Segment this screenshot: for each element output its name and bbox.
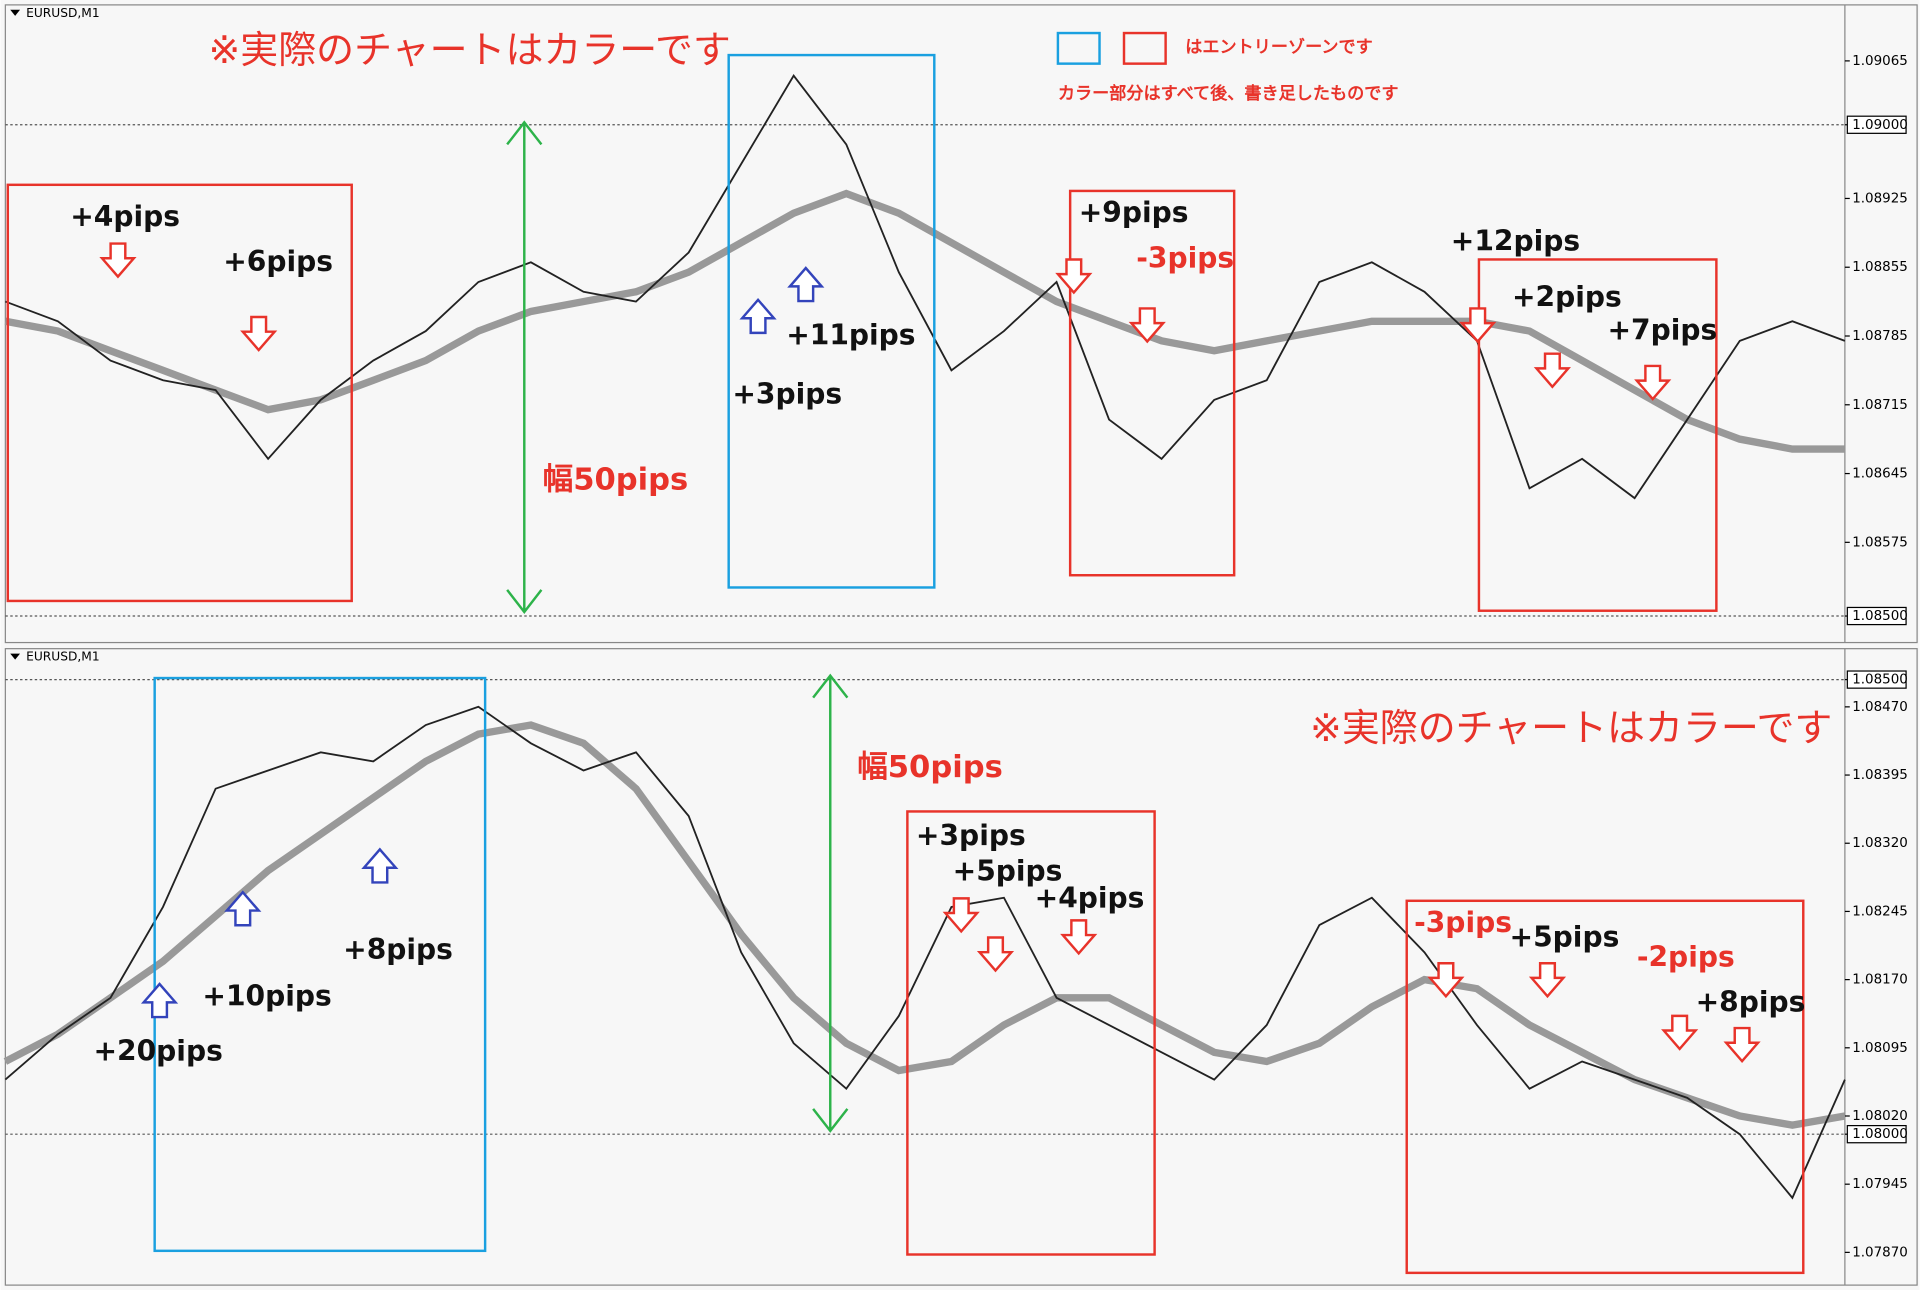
pips-label: +7pips	[1607, 314, 1717, 347]
width-arrow	[506, 120, 543, 614]
pips-label: +3pips	[732, 377, 842, 410]
price-line	[5, 74, 1846, 500]
pips-label: +5pips	[1510, 921, 1620, 954]
bottom-annotations: ※実際のチャートはカラーです 幅50pips +20pips +10pips +…	[93, 673, 1832, 1275]
pips-label: +6pips	[223, 245, 333, 278]
entry-zone	[1477, 258, 1718, 612]
pips-label: +11pips	[786, 319, 915, 352]
y-tick-label: 1.08645	[1852, 467, 1908, 482]
width-label: 幅50pips	[543, 462, 689, 497]
pips-label: +4pips	[1035, 882, 1145, 915]
menu-triangle	[10, 9, 21, 16]
y-tick-label: 1.08855	[1852, 260, 1908, 275]
width-arrow	[812, 673, 849, 1133]
pips-label: -3pips	[1414, 906, 1512, 939]
y-tick-label: 1.08470	[1852, 700, 1908, 715]
price-box	[1846, 1124, 1907, 1144]
pips-label: +3pips	[916, 819, 1026, 852]
moving-average	[4, 189, 1845, 453]
y-tick-label: 1.08095	[1852, 1041, 1908, 1056]
pips-label: +20pips	[93, 1035, 222, 1068]
y-tick-label: 1.07870	[1852, 1245, 1908, 1260]
entry-zone	[727, 53, 936, 589]
panels: EURUSD,M1 1.09065 1.09000 1.08925 1.08855 1.0…	[3, 4, 1918, 1286]
menu-triangle	[10, 653, 21, 660]
y-tick-label: 1.08575	[1852, 535, 1908, 550]
y-tick-label: 1.08715	[1852, 398, 1908, 413]
y-tick-label: 1.08245	[1852, 904, 1908, 919]
price-line	[4, 705, 1846, 1200]
symbol-label: EURUSD,M1	[26, 6, 99, 20]
pips-label: -3pips	[1136, 241, 1234, 274]
pips-label: -2pips	[1637, 940, 1735, 973]
y-tick-label: 1.09065	[1852, 54, 1908, 69]
y-tick-label: 1.08170	[1852, 973, 1908, 988]
y-tick-label: 1.08020	[1852, 1109, 1908, 1124]
pips-label: +2pips	[1512, 281, 1622, 314]
legend-text: はエントリーゾーンです	[1185, 38, 1373, 58]
y-tick-label: 1.08500	[1852, 609, 1908, 624]
panel-frame	[4, 648, 1918, 1286]
y-tick-label: 1.08925	[1852, 191, 1908, 206]
entry-zone	[6, 183, 353, 603]
entry-zone	[153, 676, 487, 1253]
legend-box	[1056, 31, 1101, 65]
price-box	[1846, 670, 1907, 689]
y-tick-label: 1.08395	[1852, 768, 1908, 783]
pips-label: +12pips	[1451, 224, 1580, 257]
pips-label: +8pips	[343, 933, 453, 966]
width-label: 幅50pips	[857, 750, 1003, 785]
pips-label: +8pips	[1696, 986, 1806, 1019]
symbol-label: EURUSD,M1	[26, 650, 99, 664]
legend-box	[1122, 31, 1167, 65]
price-box	[1846, 606, 1907, 626]
y-tick-label: 1.08785	[1852, 329, 1908, 344]
y-tick-label: 1.08320	[1852, 836, 1908, 851]
entry-zone	[906, 810, 1156, 1256]
note: ※実際のチャートはカラーです	[209, 28, 731, 72]
pips-label: +9pips	[1079, 196, 1189, 229]
y-tick-label: 1.07945	[1852, 1177, 1908, 1192]
top-annotations: はエントリーゾーンです カラー部分はすべて後、書き足したものです ※実際のチャー…	[6, 28, 1718, 614]
y-tick-label: 1.09000	[1852, 118, 1908, 133]
entry-zone	[1405, 899, 1805, 1275]
pips-label: +5pips	[953, 855, 1063, 888]
note: ※実際のチャートはカラーです	[1310, 706, 1832, 750]
moving-average	[3, 721, 1846, 1129]
y-tick-label: 1.08500	[1852, 673, 1908, 688]
price-box	[1846, 115, 1907, 134]
entry-zone	[1068, 189, 1236, 577]
pips-label: +4pips	[70, 200, 180, 233]
legend-note: カラー部分はすべて後、書き足したものです	[1058, 83, 1399, 104]
pips-label: +10pips	[202, 979, 331, 1012]
y-tick-label: 1.08000	[1852, 1127, 1908, 1142]
